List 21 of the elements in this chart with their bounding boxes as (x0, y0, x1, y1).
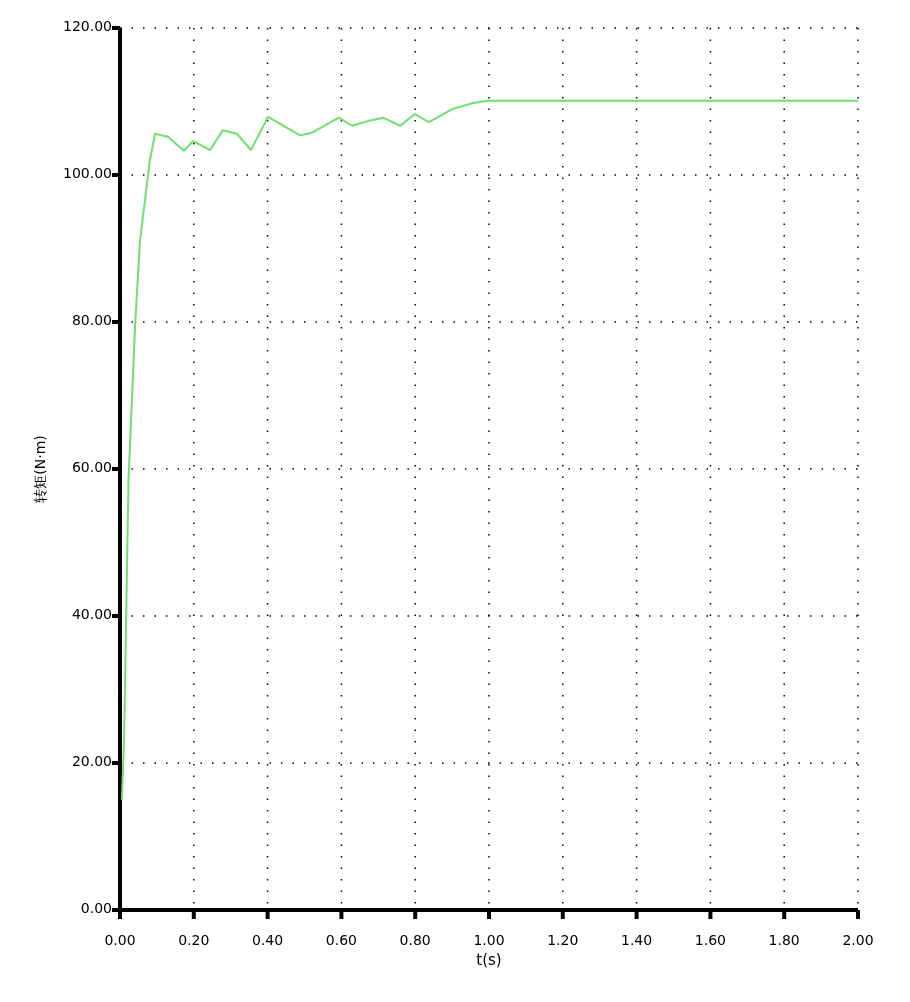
x-tick-label: 1.80 (768, 932, 800, 948)
x-tick-label: 1.00 (473, 932, 505, 948)
x-tick-label: 1.20 (547, 932, 579, 948)
y-tick-label: 20.00 (71, 753, 112, 769)
x-tick-label: 0.20 (178, 932, 210, 948)
y-tick-label: 80.00 (71, 312, 112, 328)
y-tick-label: 120.00 (63, 18, 112, 34)
y-tick-label: 0.00 (80, 900, 112, 916)
x-tick-label: 1.60 (694, 932, 726, 948)
x-tick-label: 1.40 (621, 932, 653, 948)
y-tick-label: 60.00 (71, 459, 112, 475)
x-tick-label: 0.00 (104, 932, 136, 948)
x-axis-title: t(s) (476, 951, 502, 969)
y-tick-label: 40.00 (71, 606, 112, 622)
x-tick-label: 0.80 (399, 932, 431, 948)
x-tick-label: 0.40 (252, 932, 284, 948)
line-series (120, 99, 859, 801)
x-tick-label: 0.60 (325, 932, 357, 948)
x-tick-label: 2.00 (842, 932, 874, 948)
y-tick-label: 100.00 (63, 165, 112, 181)
y-axis-title: 转矩(N·m) (32, 435, 48, 503)
